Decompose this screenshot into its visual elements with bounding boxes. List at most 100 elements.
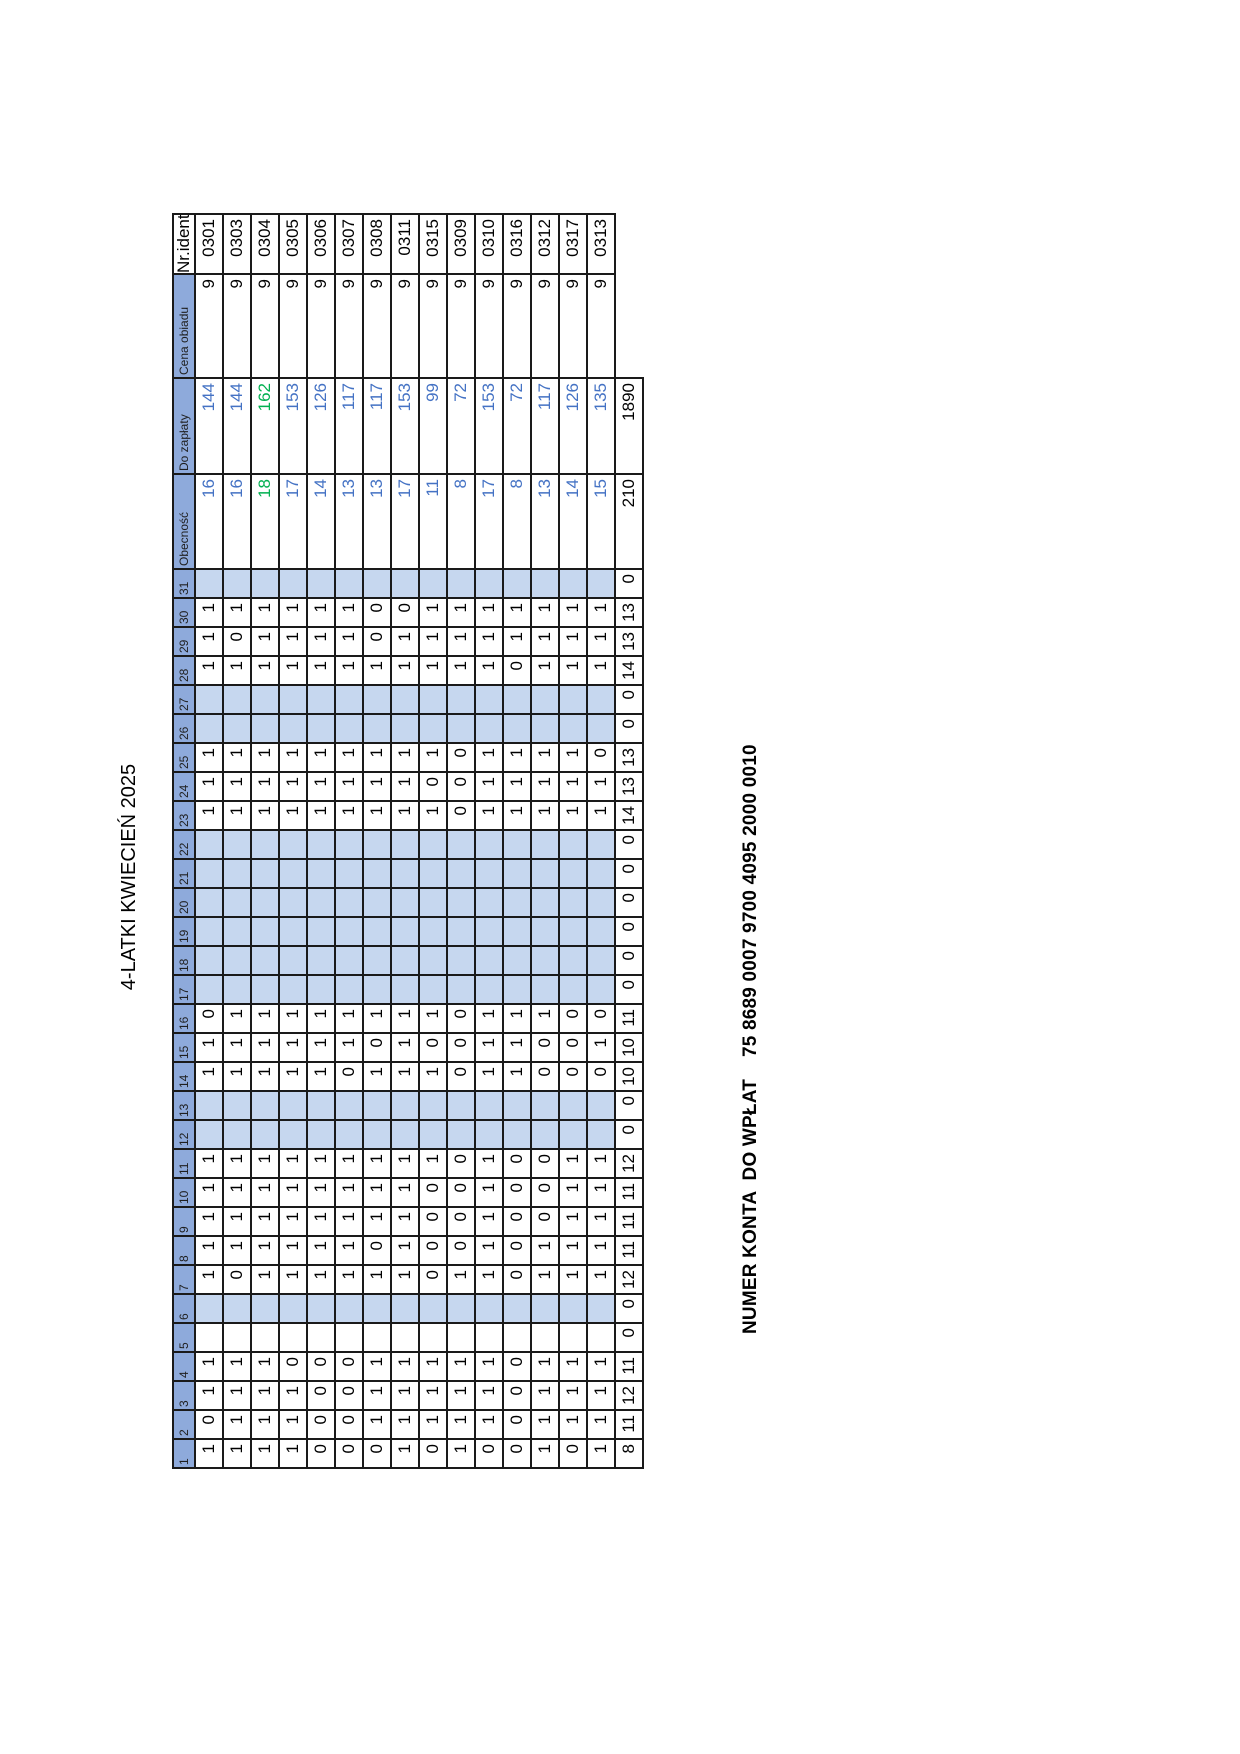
day-header-14: 14 xyxy=(173,1062,195,1091)
day-cell: 0 xyxy=(503,1178,531,1207)
day-cell xyxy=(335,1091,363,1120)
day-cell xyxy=(335,1323,363,1352)
day-header-2: 2 xyxy=(173,1410,195,1439)
day-cell: 1 xyxy=(587,1352,615,1381)
day-cell: 1 xyxy=(195,1352,223,1381)
day-cell xyxy=(531,859,559,888)
day-cell: 1 xyxy=(391,1439,419,1468)
day-cell xyxy=(559,685,587,714)
day-cell: 1 xyxy=(335,656,363,685)
day-cell: 1 xyxy=(195,1149,223,1178)
day-cell xyxy=(447,830,475,859)
header-row: 1 2 3 4 5 6 7 8 9 10 11 12 13 14 15 16 17 18 19 20 21 22 23 24 2… xyxy=(173,214,195,1468)
attendance-table: 1 2 3 4 5 6 7 8 9 10 11 12 13 14 15 16 17 18 19 20 21 22 23 24 2… xyxy=(172,213,644,1469)
day-cell xyxy=(447,1294,475,1323)
day-total-cell: 0 xyxy=(615,859,643,888)
day-cell: 1 xyxy=(363,1381,391,1410)
day-cell: 1 xyxy=(363,772,391,801)
table-row: 1 1 1 1 1 1 0 0 0 0 0 1 1 1 1 1 1 1 13 117 9 0312 xyxy=(531,214,559,1468)
meal-price-cell: 9 xyxy=(503,274,531,378)
day-cell xyxy=(363,714,391,743)
day-cell: 0 xyxy=(307,1410,335,1439)
day-cell: 1 xyxy=(335,743,363,772)
day-cell: 1 xyxy=(335,1149,363,1178)
day-cell xyxy=(503,917,531,946)
day-cell xyxy=(251,946,279,975)
day-cell: 1 xyxy=(307,1062,335,1091)
day-cell: 1 xyxy=(447,1410,475,1439)
day-cell: 1 xyxy=(503,1004,531,1033)
day-total-cell: 0 xyxy=(615,1091,643,1120)
day-cell xyxy=(279,1091,307,1120)
day-cell: 1 xyxy=(475,743,503,772)
day-cell xyxy=(223,1091,251,1120)
meal-price-cell: 9 xyxy=(447,274,475,378)
day-cell xyxy=(335,946,363,975)
day-cell xyxy=(195,1091,223,1120)
day-cell xyxy=(307,888,335,917)
day-total-cell: 13 xyxy=(615,743,643,772)
meal-price-cell: 9 xyxy=(279,274,307,378)
day-cell xyxy=(531,946,559,975)
day-cell: 0 xyxy=(447,1236,475,1265)
day-cell: 1 xyxy=(307,1265,335,1294)
meal-price-cell: 9 xyxy=(251,274,279,378)
to-pay-total: 1890 xyxy=(615,378,643,474)
day-cell xyxy=(391,1091,419,1120)
attendance-cell: 13 xyxy=(531,474,559,569)
day-cell xyxy=(559,917,587,946)
day-cell xyxy=(587,569,615,598)
day-cell: 0 xyxy=(587,743,615,772)
day-header-13: 13 xyxy=(173,1091,195,1120)
day-total-cell: 10 xyxy=(615,1062,643,1091)
day-cell: 1 xyxy=(559,598,587,627)
day-cell: 1 xyxy=(223,1004,251,1033)
day-cell: 1 xyxy=(419,656,447,685)
day-cell: 1 xyxy=(419,1352,447,1381)
day-cell: 1 xyxy=(195,627,223,656)
day-header-25: 25 xyxy=(173,743,195,772)
id-cell: 0308 xyxy=(363,214,391,274)
day-cell: 1 xyxy=(447,1352,475,1381)
meal-price-cell: 9 xyxy=(587,274,615,378)
day-cell: 1 xyxy=(391,772,419,801)
meal-price-cell: 9 xyxy=(335,274,363,378)
day-cell: 1 xyxy=(195,1381,223,1410)
day-cell: 1 xyxy=(391,1410,419,1439)
day-cell: 1 xyxy=(531,1265,559,1294)
day-cell xyxy=(251,685,279,714)
table-row: 0 1 1 1 1 1 1 1 1 0 0 0 1 1 1 1 1 1 14 126 9 0317 xyxy=(559,214,587,1468)
day-cell: 1 xyxy=(223,1352,251,1381)
day-cell: 1 xyxy=(559,1207,587,1236)
day-cell: 0 xyxy=(419,1178,447,1207)
day-cell: 1 xyxy=(279,1207,307,1236)
day-total-cell: 14 xyxy=(615,801,643,830)
day-cell: 0 xyxy=(419,772,447,801)
day-cell: 0 xyxy=(195,1410,223,1439)
day-cell xyxy=(307,946,335,975)
day-cell: 0 xyxy=(531,1207,559,1236)
day-cell xyxy=(335,975,363,1004)
day-cell: 0 xyxy=(531,1178,559,1207)
day-cell xyxy=(251,830,279,859)
day-cell: 1 xyxy=(587,1178,615,1207)
day-cell: 1 xyxy=(587,656,615,685)
day-cell xyxy=(279,917,307,946)
totals-row: 8 11 12 11 0 0 12 11 11 11 12 0 0 10 10 11 0 0 0 0 0 0 14 13 13 0… xyxy=(615,214,643,1468)
day-cell xyxy=(251,1323,279,1352)
day-header-27: 27 xyxy=(173,685,195,714)
day-cell: 1 xyxy=(531,627,559,656)
day-cell xyxy=(391,917,419,946)
day-cell xyxy=(279,975,307,1004)
day-header-16: 16 xyxy=(173,1004,195,1033)
day-cell: 1 xyxy=(559,1381,587,1410)
day-cell xyxy=(279,946,307,975)
attendance-cell: 17 xyxy=(475,474,503,569)
day-cell xyxy=(531,830,559,859)
day-cell xyxy=(447,859,475,888)
day-cell xyxy=(503,569,531,598)
day-cell: 1 xyxy=(503,1062,531,1091)
day-header-24: 24 xyxy=(173,772,195,801)
table-row: 0 0 0 0 0 0 0 0 0 1 1 1 1 1 1 0 1 1 8 72 9 0316 xyxy=(503,214,531,1468)
